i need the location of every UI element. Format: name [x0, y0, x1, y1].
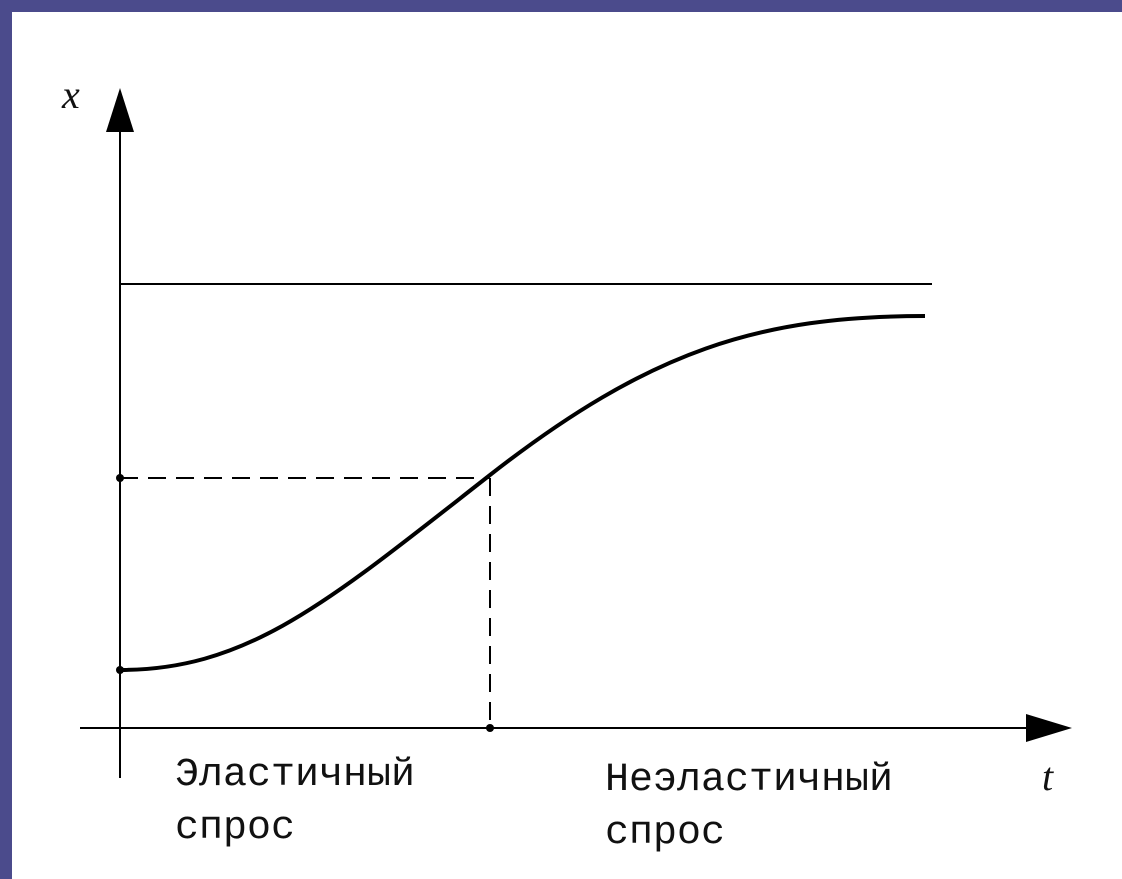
region-label: Эластичный	[175, 753, 415, 798]
s-curve	[119, 314, 926, 672]
x-axis-label: t	[1042, 754, 1054, 799]
region-label: Неэластичный	[605, 758, 893, 803]
region-label: спрос	[605, 811, 725, 856]
region-label: спрос	[175, 806, 295, 851]
point	[116, 666, 124, 674]
canvas	[12, 12, 1122, 879]
x-arrow	[1026, 714, 1072, 742]
point	[486, 724, 494, 732]
y-arrow	[106, 88, 134, 132]
y-axis-label: x	[61, 72, 80, 117]
point	[116, 474, 124, 482]
